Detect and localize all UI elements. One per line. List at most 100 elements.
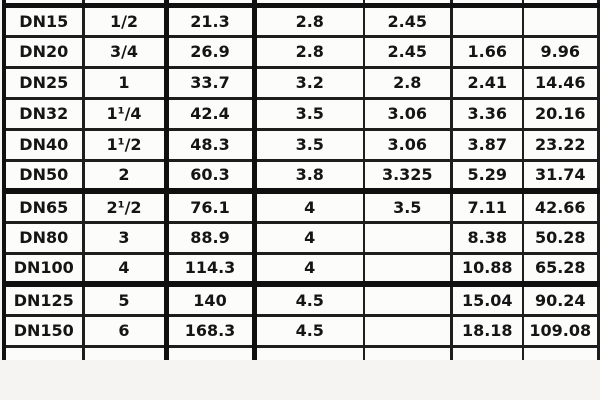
cell-wall-thickness-alt: 3.06: [363, 98, 451, 131]
cell-dn-size: DN32: [2, 98, 83, 131]
cell-wall-thickness-alt: [363, 284, 451, 317]
table-row: DN20 3/4 26.9 2.8 2.45 1.66 9.96: [2, 36, 600, 69]
cell-inch-size: 1/2: [81, 5, 166, 38]
partial-row-top: [2, 0, 600, 8]
table-row: DN50 2 60.3 3.8 3.325 5.29 31.74: [2, 160, 600, 194]
cell-inch-size: 3/4: [81, 36, 166, 69]
cell-wall-thickness-alt: 2.8: [363, 67, 451, 100]
cell-dn-size: [2, 346, 83, 360]
cell-wall-thickness: 3.2: [251, 67, 364, 100]
cell-wall-thickness: 4: [251, 191, 364, 224]
cell-dn-size: DN65: [2, 191, 83, 224]
cell-wall-thickness-alt: [363, 315, 451, 348]
cell-wall-thickness: [251, 0, 364, 8]
cell-outer-diameter: 140: [163, 284, 254, 317]
table-row: DN32 1¹/4 42.4 3.5 3.06 3.36 20.16: [2, 98, 600, 131]
cell-inch-size: 5: [81, 284, 166, 317]
cell-outer-diameter: 21.3: [163, 5, 254, 38]
cell-wall-thickness: [251, 346, 364, 360]
cell-wall-thickness-alt: [363, 253, 451, 287]
cell-wall-thickness: 4: [251, 253, 364, 287]
cell-weight-per-meter: 5.29: [449, 160, 523, 194]
table-row: DN80 3 88.9 4 8.38 50.28: [2, 222, 600, 255]
cell-outer-diameter: [163, 0, 254, 8]
cell-dn-size: DN15: [2, 5, 83, 38]
cell-outer-diameter: 42.4: [163, 98, 254, 131]
cell-outer-diameter: [163, 346, 254, 360]
cell-inch-size: [81, 0, 166, 8]
table-body: DN15 1/2 21.3 2.8 2.45 DN20 3/4 26.9 2.8 2.45 1.66…: [2, 0, 600, 360]
cell-dn-size: DN50: [2, 160, 83, 194]
cell-wall-thickness-alt: 3.06: [363, 129, 451, 162]
cell-weight-per-meter: 2.41: [449, 67, 523, 100]
cell-dn-size: DN150: [2, 315, 83, 348]
cell-weight-per-meter: [449, 0, 523, 8]
table-row: DN15 1/2 21.3 2.8 2.45: [2, 5, 600, 38]
cell-outer-diameter: 26.9: [163, 36, 254, 69]
cell-weight-per-length: 23.22: [522, 129, 600, 162]
cell-wall-thickness-alt: 2.45: [363, 36, 451, 69]
table-row: DN150 6 168.3 4.5 18.18 109.08: [2, 315, 600, 348]
cell-weight-per-meter: [449, 346, 523, 360]
cell-weight-per-length: 20.16: [522, 98, 600, 131]
cell-dn-size: DN40: [2, 129, 83, 162]
cell-weight-per-length: 90.24: [522, 284, 600, 317]
cell-weight-per-length: [522, 5, 600, 38]
cell-weight-per-length: 109.08: [522, 315, 600, 348]
cell-inch-size: 1: [81, 67, 166, 100]
cell-outer-diameter: 168.3: [163, 315, 254, 348]
cell-weight-per-meter: 3.87: [449, 129, 523, 162]
cell-wall-thickness: 3.8: [251, 160, 364, 194]
table-row: DN125 5 140 4.5 15.04 90.24: [2, 284, 600, 317]
cell-wall-thickness: 3.5: [251, 129, 364, 162]
cell-wall-thickness: 3.5: [251, 98, 364, 131]
cell-weight-per-length: 42.66: [522, 191, 600, 224]
cell-inch-size: 1¹/2: [81, 129, 166, 162]
cell-weight-per-meter: 15.04: [449, 284, 523, 317]
cell-inch-size: 2: [81, 160, 166, 194]
cell-wall-thickness: 4.5: [251, 315, 364, 348]
cell-weight-per-length: 14.46: [522, 67, 600, 100]
cell-inch-size: 4: [81, 253, 166, 287]
cell-wall-thickness-alt: [363, 346, 451, 360]
cell-weight-per-meter: [449, 5, 523, 38]
cell-weight-per-meter: 7.11: [449, 191, 523, 224]
cell-inch-size: 3: [81, 222, 166, 255]
cell-outer-diameter: 114.3: [163, 253, 254, 287]
cell-wall-thickness: 2.8: [251, 5, 364, 38]
table-row: DN25 1 33.7 3.2 2.8 2.41 14.46: [2, 67, 600, 100]
cell-inch-size: 2¹/2: [81, 191, 166, 224]
table-row: DN65 2¹/2 76.1 4 3.5 7.11 42.66: [2, 191, 600, 224]
cell-outer-diameter: 33.7: [163, 67, 254, 100]
pipe-dimension-table: DN15 1/2 21.3 2.8 2.45 DN20 3/4 26.9 2.8 2.45 1.66…: [2, 0, 600, 360]
cell-wall-thickness: 4: [251, 222, 364, 255]
cell-outer-diameter: 88.9: [163, 222, 254, 255]
cell-weight-per-length: 31.74: [522, 160, 600, 194]
cell-weight-per-length: 65.28: [522, 253, 600, 287]
cell-weight-per-length: [522, 346, 600, 360]
cell-outer-diameter: 76.1: [163, 191, 254, 224]
cell-wall-thickness-alt: [363, 222, 451, 255]
cell-weight-per-meter: 3.36: [449, 98, 523, 131]
cell-weight-per-meter: 10.88: [449, 253, 523, 287]
cell-outer-diameter: 60.3: [163, 160, 254, 194]
cell-wall-thickness-alt: 3.5: [363, 191, 451, 224]
cell-wall-thickness: 2.8: [251, 36, 364, 69]
cell-dn-size: DN25: [2, 67, 83, 100]
cell-wall-thickness-alt: [363, 0, 451, 8]
cell-weight-per-meter: 18.18: [449, 315, 523, 348]
cell-inch-size: [81, 346, 166, 360]
cell-weight-per-meter: 8.38: [449, 222, 523, 255]
cell-weight-per-meter: 1.66: [449, 36, 523, 69]
cell-wall-thickness-alt: 3.325: [363, 160, 451, 194]
cell-dn-size: DN80: [2, 222, 83, 255]
cell-dn-size: DN100: [2, 253, 83, 287]
cell-dn-size: DN125: [2, 284, 83, 317]
cell-weight-per-length: 50.28: [522, 222, 600, 255]
cell-inch-size: 6: [81, 315, 166, 348]
cell-dn-size: DN20: [2, 36, 83, 69]
cell-dn-size: [2, 0, 83, 8]
cell-wall-thickness: 4.5: [251, 284, 364, 317]
cell-weight-per-length: 9.96: [522, 36, 600, 69]
